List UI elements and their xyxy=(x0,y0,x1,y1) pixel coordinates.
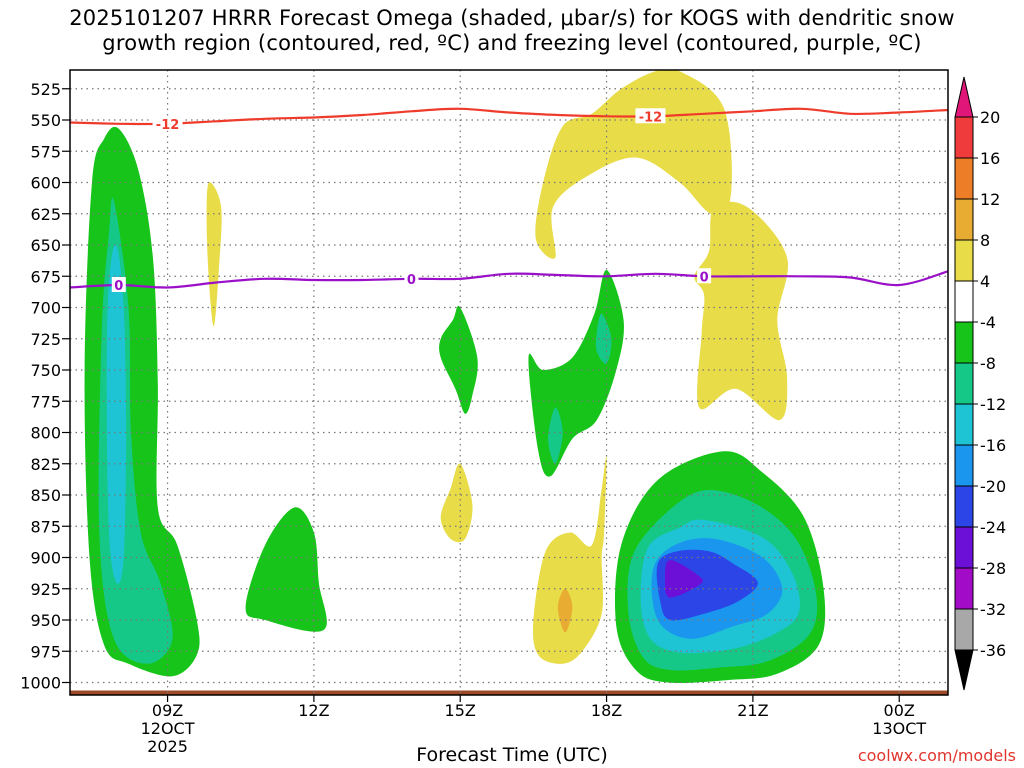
omega-region-14 xyxy=(665,559,703,598)
colorbar-label: 8 xyxy=(980,231,990,250)
colorbar-label: 12 xyxy=(980,190,1000,209)
plot-frame xyxy=(69,69,949,696)
x-tick-date: 13OCT xyxy=(872,719,926,738)
x-tick-label: 09Z xyxy=(152,701,183,720)
y-tick-label: 700 xyxy=(30,299,61,318)
colorbar-label: -32 xyxy=(980,600,1006,619)
y-tick-label: 650 xyxy=(30,236,61,255)
omega-region-5 xyxy=(439,305,478,414)
y-tick-label: 775 xyxy=(30,392,61,411)
surface-band-fill xyxy=(70,690,948,695)
colorbar-label: 4 xyxy=(980,272,990,291)
grid-lines xyxy=(70,70,948,695)
omega-region-4 xyxy=(245,507,327,632)
y-tick-label: 725 xyxy=(30,330,61,349)
y-tick-label: 675 xyxy=(30,267,61,286)
contour-label-bg xyxy=(111,277,126,292)
colorbar-bin xyxy=(954,362,974,405)
chart-title-line2: growth region (contoured, red, ºC) and f… xyxy=(102,31,922,55)
colorbar-bin xyxy=(954,280,974,323)
colorbar-bin xyxy=(954,403,974,446)
omega-region-16 xyxy=(694,201,789,421)
y-tick-label: 925 xyxy=(30,580,61,599)
x-axis-label: Forecast Time (UTC) xyxy=(416,744,608,766)
omega-region-19 xyxy=(532,456,607,664)
colorbar-label: -8 xyxy=(980,354,996,373)
y-tick-label: 625 xyxy=(30,205,61,224)
contour-label-bg xyxy=(697,268,712,284)
contour-label-bg xyxy=(635,108,666,124)
x-tick-label: 00Z xyxy=(884,701,915,720)
contour-label-1: -12 xyxy=(156,118,180,133)
contour-label-bg xyxy=(152,115,183,131)
y-tick-label: 850 xyxy=(30,486,61,505)
freezing-level-line xyxy=(69,270,949,289)
colorbar-bin xyxy=(954,239,974,282)
plot-border xyxy=(69,69,949,696)
omega-region-18 xyxy=(440,463,473,543)
colorbar-bin xyxy=(954,526,974,569)
contour-label-3: 0 xyxy=(114,279,123,294)
colorbar: 20 16 12 8 4 -4 -8 -12 -16 -20 -24 -28 -32 -36 xyxy=(954,76,1006,691)
omega-shading xyxy=(84,70,826,684)
y-tick-label: 750 xyxy=(30,361,61,380)
colorbar-over-triangle xyxy=(954,76,974,118)
omega-region-8 xyxy=(548,407,563,464)
omega-region-3 xyxy=(106,244,127,584)
x-tick-year: 2025 xyxy=(147,737,188,756)
y-tick-label: 800 xyxy=(30,424,61,443)
contour-label-bg xyxy=(404,270,419,286)
colorbar-label: -36 xyxy=(980,641,1006,660)
dgz-contour-line xyxy=(69,107,949,126)
colorbar-label: 20 xyxy=(980,108,1000,127)
colorbar-label: -24 xyxy=(980,518,1006,537)
x-tick-date: 12OCT xyxy=(141,719,195,738)
colorbar-label: -28 xyxy=(980,559,1006,578)
omega-region-20 xyxy=(557,588,573,633)
chart-title: 2025101207 HRRR Forecast Omega (shaded, … xyxy=(0,6,1024,56)
y-tick-label: 600 xyxy=(30,174,61,193)
watermark-link[interactable]: coolwx.com/models xyxy=(857,746,1016,765)
contour-label-4: 0 xyxy=(407,273,416,288)
colorbar-bin xyxy=(954,485,974,528)
omega-region-6 xyxy=(528,269,624,477)
y-tick-label: 950 xyxy=(30,611,61,630)
surface-band xyxy=(70,690,948,695)
y-tick-label: 825 xyxy=(30,455,61,474)
x-tick-label: 21Z xyxy=(737,701,768,720)
colorbar-label: -16 xyxy=(980,436,1006,455)
contour-lines: -12 -12 0 0 0 xyxy=(69,107,949,294)
colorbar-label: -4 xyxy=(980,313,996,332)
x-tick-label: 15Z xyxy=(445,701,476,720)
colorbar-bin xyxy=(954,198,974,241)
colorbar-bin xyxy=(954,608,974,651)
colorbar-label: 16 xyxy=(980,149,1000,168)
colorbar-bin xyxy=(954,321,974,364)
colorbar-bin xyxy=(954,116,974,159)
colorbar-label: -12 xyxy=(980,395,1006,414)
contour-label-5: 0 xyxy=(700,270,709,285)
colorbar-bin xyxy=(954,567,974,610)
y-tick-label: 1000 xyxy=(20,674,61,693)
y-tick-label: 975 xyxy=(30,642,61,661)
chart-title-line1: 2025101207 HRRR Forecast Omega (shaded, … xyxy=(69,6,955,30)
contour-label-2: -12 xyxy=(639,110,663,125)
y-tick-label: 550 xyxy=(30,111,61,130)
y-axis: 525 550 575 600 625 650 675 700 725 750 775 800 825 8… xyxy=(20,80,70,693)
y-tick-label: 575 xyxy=(30,142,61,161)
x-tick-label: 12Z xyxy=(298,701,329,720)
colorbar-label: -20 xyxy=(980,477,1006,496)
colorbar-bin xyxy=(954,157,974,200)
y-tick-label: 525 xyxy=(30,80,61,99)
y-tick-label: 900 xyxy=(30,549,61,568)
x-tick-label: 18Z xyxy=(591,701,622,720)
omega-region-15 xyxy=(535,70,732,259)
colorbar-under-triangle xyxy=(954,649,974,691)
omega-region-17 xyxy=(206,182,222,327)
y-tick-label: 875 xyxy=(30,517,61,536)
colorbar-bin xyxy=(954,444,974,487)
